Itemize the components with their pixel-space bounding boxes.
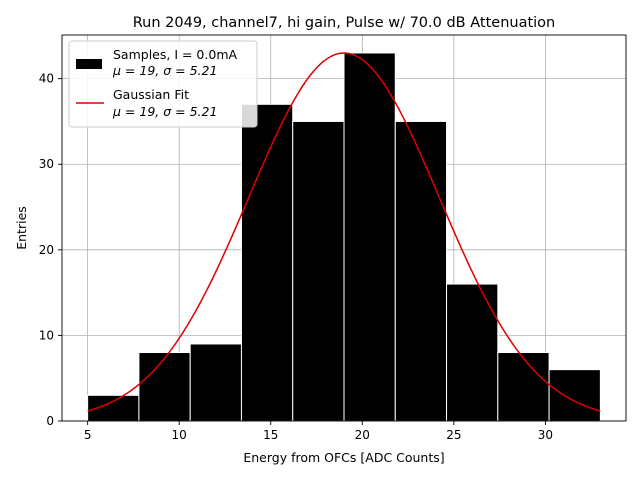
y-tick-label: 30 [39, 157, 54, 171]
histogram-bar [394, 120, 448, 422]
histogram-bar [292, 120, 345, 422]
histogram-bar [548, 369, 601, 422]
x-tick-label: 30 [538, 428, 553, 442]
histogram-bars [87, 52, 601, 422]
legend-fit-label: Gaussian Fit [113, 87, 189, 102]
chart-title: Run 2049, channel7, hi gain, Pulse w/ 70… [133, 15, 556, 31]
legend-samples-swatch [76, 59, 102, 69]
y-axis-ticks: 0 10 20 30 40 [39, 72, 62, 428]
histogram-bar [240, 103, 294, 422]
plot-area [61, 34, 627, 422]
y-tick-label: 0 [46, 414, 54, 428]
histogram-bar [446, 283, 499, 422]
x-tick-label: 15 [263, 428, 278, 442]
legend: Samples, I = 0.0mA μ = 19, σ = 5.21 Gaus… [68, 40, 258, 128]
histogram-bar [497, 352, 550, 422]
legend-fit-stats: μ = 19, σ = 5.21 [112, 104, 217, 119]
y-tick-label: 10 [39, 328, 54, 342]
x-tick-label: 20 [355, 428, 370, 442]
histogram-bar [189, 343, 242, 422]
y-tick-label: 20 [39, 243, 54, 257]
x-axis-ticks: 5 10 15 20 25 30 [84, 421, 553, 442]
x-tick-label: 25 [446, 428, 461, 442]
legend-samples-label: Samples, I = 0.0mA [113, 47, 237, 62]
x-axis-label: Energy from OFCs [ADC Counts] [243, 450, 444, 465]
histogram-bar [138, 352, 191, 422]
histogram-bar [343, 52, 396, 422]
y-tick-label: 40 [39, 72, 54, 86]
x-tick-label: 10 [172, 428, 187, 442]
gaussian-fit-curve [87, 52, 601, 412]
x-tick-label: 5 [84, 428, 92, 442]
axes-frame [61, 34, 627, 422]
legend-box [68, 40, 258, 128]
legend-samples-stats: μ = 19, σ = 5.21 [112, 63, 217, 78]
y-axis-label: Entries [14, 206, 29, 250]
